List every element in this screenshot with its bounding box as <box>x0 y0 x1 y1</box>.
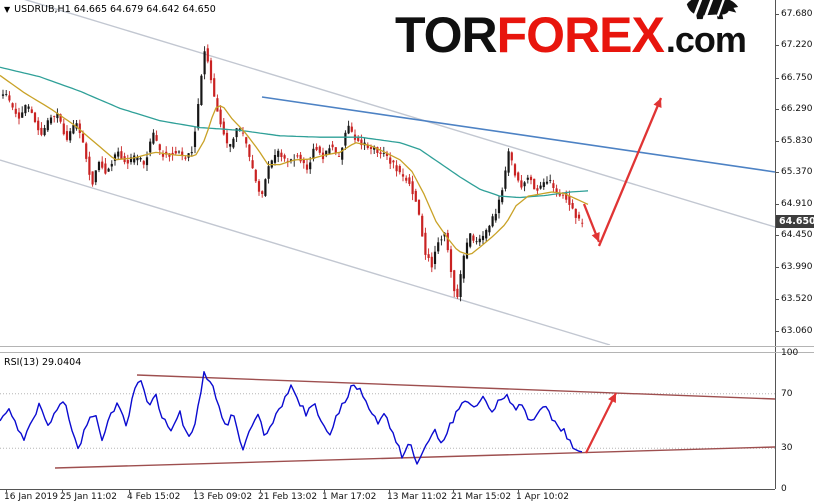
current-price-badge: 64.650 <box>776 215 814 228</box>
logo-text-com: .com <box>665 19 747 60</box>
time-axis-label: 13 Feb 09:02 <box>193 492 253 502</box>
time-axis-label: 25 Jan 11:02 <box>60 492 117 502</box>
pane-divider-top[interactable] <box>0 346 814 347</box>
rsi-scale-label: 100 <box>781 348 799 358</box>
time-tick <box>518 489 519 493</box>
ma-slow-line <box>0 66 589 199</box>
price-tick <box>775 267 779 268</box>
price-tick <box>775 45 779 46</box>
rsi-trendline <box>136 374 775 400</box>
time-axis-label: 16 Jan 2019 <box>4 492 58 502</box>
main-price-chart[interactable] <box>0 0 775 345</box>
rsi-indicator-label: RSI(13) 29.0404 <box>4 357 82 368</box>
time-axis-label: 4 Feb 15:02 <box>127 492 181 502</box>
resistance-trendline <box>261 96 775 173</box>
price-scale-label: 63.060 <box>781 326 813 336</box>
time-tick <box>6 489 7 493</box>
price-scale-label: 67.220 <box>781 40 813 50</box>
price-tick <box>775 14 779 15</box>
price-tick <box>775 204 779 205</box>
time-axis-line <box>0 489 775 490</box>
candles <box>1 44 584 302</box>
rsi-scale-label: 0 <box>781 484 787 494</box>
logo-com-wrap: .com <box>665 0 747 61</box>
rsi-line <box>0 371 583 465</box>
price-scale-label: 63.990 <box>781 262 813 272</box>
pane-divider-bottom[interactable] <box>0 352 814 353</box>
symbol-dropdown-icon[interactable]: ▼ <box>4 4 11 14</box>
time-tick <box>129 489 130 493</box>
price-scale-label: 65.830 <box>781 136 813 146</box>
price-scale-label: 66.290 <box>781 104 813 114</box>
torforex-logo: TOR FOREX .com <box>395 0 747 64</box>
price-tick <box>775 141 779 142</box>
price-tick <box>775 235 779 236</box>
channel-lines <box>0 0 775 345</box>
price-scale-label: 64.910 <box>781 199 813 209</box>
price-scale-label: 67.680 <box>781 9 813 19</box>
price-tick <box>775 172 779 173</box>
bear-icon <box>686 0 739 20</box>
price-tick <box>775 299 779 300</box>
price-scale-label: 66.750 <box>781 73 813 83</box>
time-tick <box>260 489 261 493</box>
price-scale-label: 65.370 <box>781 167 813 177</box>
ma-fast-line <box>0 74 589 256</box>
time-tick <box>453 489 454 493</box>
time-axis-label: 1 Apr 10:02 <box>516 492 569 502</box>
time-axis-label: 13 Mar 11:02 <box>387 492 448 502</box>
price-tick <box>775 78 779 79</box>
time-axis-label: 21 Feb 13:02 <box>258 492 318 502</box>
logo-text-forex: FOREX <box>496 7 665 63</box>
price-tick <box>775 331 779 332</box>
symbol-info: ▼ USDRUB,H1 64.665 64.679 64.642 64.650 <box>4 4 216 15</box>
rsi-forecast-arrow <box>585 392 617 454</box>
logo-text-tor: TOR <box>395 7 498 63</box>
time-tick <box>195 489 196 493</box>
rsi-scale-label: 70 <box>781 389 793 399</box>
time-axis-label: 21 Mar 15:02 <box>451 492 512 502</box>
time-tick <box>62 489 63 493</box>
time-axis-label: 1 Mar 17:02 <box>322 492 377 502</box>
symbol-ohlc-text: USDRUB,H1 64.665 64.679 64.642 64.650 <box>14 4 216 15</box>
rsi-indicator-chart[interactable] <box>0 353 775 489</box>
price-axis-line <box>775 0 776 489</box>
price-scale-label: 64.450 <box>781 230 813 240</box>
rsi-scale-label: 30 <box>781 443 793 453</box>
forecast-arrows <box>582 97 663 247</box>
price-tick <box>775 109 779 110</box>
time-tick <box>324 489 325 493</box>
time-tick <box>389 489 390 493</box>
price-scale-label: 63.520 <box>781 294 813 304</box>
